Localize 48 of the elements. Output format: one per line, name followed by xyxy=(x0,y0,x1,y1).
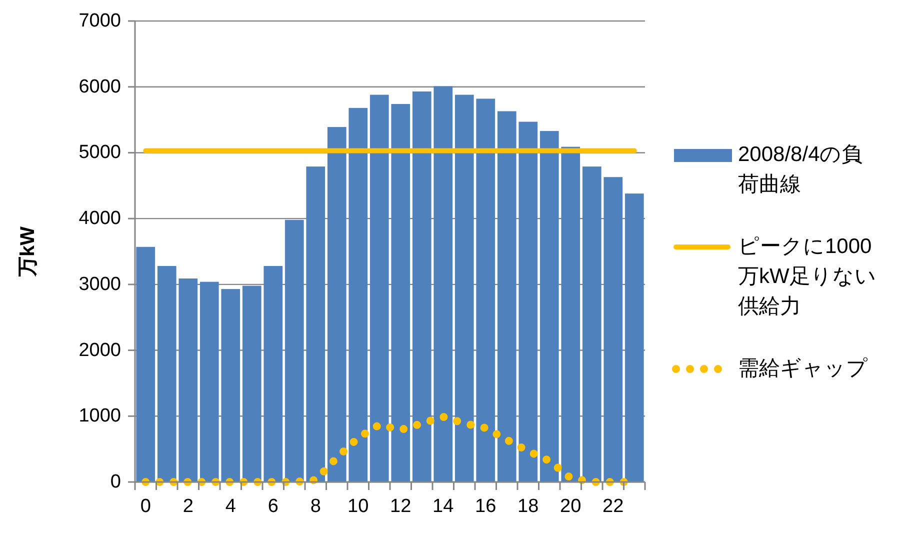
y-tick-label: 7000 xyxy=(78,10,121,32)
y-tick-label: 2000 xyxy=(78,340,121,361)
bar xyxy=(497,111,516,482)
bar xyxy=(200,282,219,482)
x-tick-label: 22 xyxy=(602,496,624,517)
bar xyxy=(221,289,240,482)
y-tick-label: 5000 xyxy=(78,142,121,164)
bar xyxy=(391,104,410,482)
bar xyxy=(136,246,156,482)
bar xyxy=(348,108,368,482)
bar xyxy=(306,166,326,482)
legend-label: 2008/8/4の負荷曲線 xyxy=(738,142,864,198)
x-tick-label: 14 xyxy=(432,496,454,517)
x-tick-label: 18 xyxy=(518,496,539,517)
legend-label: 需給ギャップ xyxy=(738,356,869,382)
x-tick-label: 2 xyxy=(182,496,194,517)
legend-label: ピークに1000万kW足りない供給力 xyxy=(738,234,878,320)
x-tick-label: 20 xyxy=(560,496,582,517)
x-tick-label: 4 xyxy=(225,496,236,517)
y-tick-label: 4000 xyxy=(78,208,121,230)
x-tick-label: 12 xyxy=(390,496,412,517)
bar xyxy=(242,286,262,482)
bar xyxy=(434,86,453,482)
bar xyxy=(178,278,198,482)
x-tick-label: 6 xyxy=(268,496,278,517)
bar xyxy=(264,266,283,482)
bar xyxy=(476,98,496,482)
bar xyxy=(454,94,474,482)
bar xyxy=(157,266,176,482)
bar xyxy=(582,166,602,482)
bar xyxy=(604,177,623,482)
x-tick-label: 8 xyxy=(310,496,321,517)
bar xyxy=(540,130,559,482)
bar xyxy=(412,91,432,482)
bar xyxy=(327,127,346,482)
bar xyxy=(370,94,389,482)
y-tick-label: 0 xyxy=(110,472,121,492)
x-tick-label: 10 xyxy=(348,496,369,517)
y-axis-title: 万kW xyxy=(17,226,39,278)
x-tick-label: 16 xyxy=(475,496,496,517)
x-tick-label: 0 xyxy=(140,496,151,517)
y-tick-label: 3000 xyxy=(78,274,121,295)
bar xyxy=(624,194,644,482)
y-tick-label: 1000 xyxy=(78,406,121,427)
y-tick-label: 6000 xyxy=(78,76,121,98)
bar xyxy=(284,220,304,482)
bar xyxy=(561,146,580,482)
bar xyxy=(518,122,538,482)
